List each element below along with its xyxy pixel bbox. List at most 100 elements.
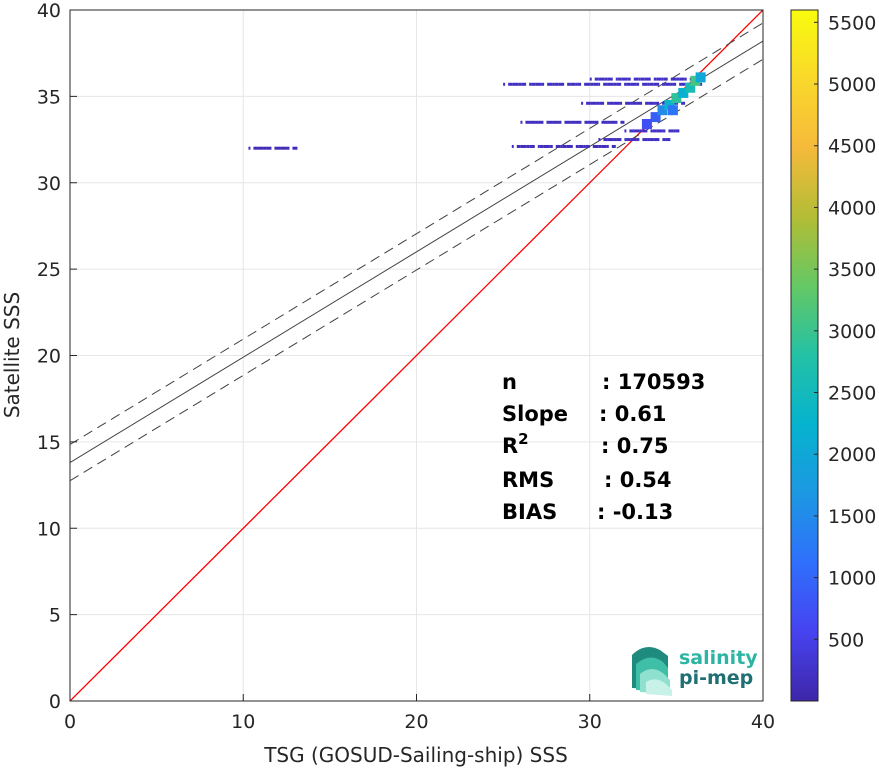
density-streak-cell	[253, 146, 258, 150]
density-streak-cell	[624, 129, 627, 133]
logo-text-pimep: pi-mep	[679, 667, 753, 689]
x-tick-label: 0	[64, 711, 76, 733]
density-streak-cell	[615, 120, 618, 124]
density-streak-cell	[636, 82, 640, 86]
density-streak-cell	[276, 146, 281, 150]
density-streak-cell	[529, 144, 535, 148]
density-streak-cell	[630, 138, 637, 142]
density-streak-cell	[642, 129, 648, 133]
density-streak-cell	[263, 146, 267, 150]
stat-value: : 0.75	[601, 434, 669, 458]
density-streak-cell	[555, 144, 561, 148]
density-cluster-cell	[650, 112, 661, 123]
density-streak-cell	[609, 101, 614, 105]
density-streak-cell	[598, 77, 605, 81]
density-streak-cell	[684, 77, 687, 81]
density-streak-cell	[257, 146, 264, 150]
density-streak-cell	[537, 144, 540, 148]
density-streak-cell	[662, 82, 666, 86]
density-streak-cell	[266, 146, 272, 150]
y-tick-label: 15	[37, 432, 61, 454]
density-streak-cell	[518, 82, 522, 86]
y-tick-label: 10	[37, 518, 61, 540]
density-cluster-cell	[690, 75, 701, 86]
density-streak-cell	[552, 120, 559, 124]
colorbar-tick-label: 3000	[828, 321, 876, 343]
density-streak-cell	[566, 144, 573, 148]
density-streak-cell	[653, 82, 660, 86]
density-streak-cell	[613, 138, 617, 142]
density-streak-cell	[613, 101, 620, 105]
density-streak-cell	[280, 146, 287, 150]
density-streak-cell	[653, 77, 657, 81]
density-cluster-cell	[641, 119, 652, 130]
density-streak-cell	[653, 101, 656, 105]
density-streak-cell	[535, 120, 539, 124]
stat-value: : -0.13	[597, 500, 673, 524]
density-streak-cell	[675, 129, 680, 133]
salinity-pimep-logo: salinity pi-mep	[632, 646, 758, 696]
density-streak-cell	[630, 82, 637, 86]
density-streak-cell	[624, 82, 627, 86]
density-streak-cell	[632, 101, 637, 105]
density-streak-cell	[670, 82, 673, 86]
y-tick-label: 35	[37, 86, 61, 108]
density-cluster-cell	[671, 93, 682, 104]
density-streak-cell	[292, 146, 298, 150]
density-streak-cell	[647, 82, 650, 86]
density-streak-cell	[626, 138, 631, 142]
density-streak-cell	[511, 144, 514, 148]
density-streak-cell	[610, 120, 616, 124]
density-streak-cell	[653, 138, 660, 142]
density-streak-cell	[575, 144, 579, 148]
density-streak-cell	[590, 101, 597, 105]
stat-label: n	[502, 370, 517, 394]
density-streak-cell	[670, 77, 677, 81]
stat-label: BIAS	[502, 500, 557, 524]
density-streak-cell	[575, 120, 582, 124]
density-streak-cell	[603, 138, 608, 142]
density-streak-cell	[616, 138, 622, 142]
density-streak-cell	[606, 144, 609, 148]
density-streak-cell	[581, 101, 584, 105]
density-streak-cell	[607, 82, 614, 86]
density-streak-cell	[541, 82, 545, 86]
density-streak-cell	[598, 82, 601, 86]
density-streak-cell	[656, 129, 663, 133]
density-streak-cell	[630, 101, 633, 105]
colorbar-tick-label: 4500	[828, 136, 876, 158]
density-streak-cell	[665, 82, 671, 86]
density-streak-cell	[626, 82, 631, 86]
density-streak-cell	[548, 120, 553, 124]
density-streak-cell	[248, 146, 251, 150]
density-streak-cell	[286, 146, 290, 150]
density-streak-cell	[529, 82, 532, 86]
density-streak-cell	[529, 120, 536, 124]
density-streak-cell	[543, 144, 550, 148]
density-streak-cell	[620, 120, 625, 124]
density-streak-cell	[648, 101, 654, 105]
density-streak-cell	[577, 82, 582, 86]
x-tick-label: 10	[231, 711, 255, 733]
density-streak-cell	[585, 144, 590, 148]
colorbar-tick-label: 2500	[828, 383, 876, 405]
y-tick-label: 25	[37, 259, 61, 281]
density-streak-cell	[672, 82, 677, 86]
y-axis-label: Satellite SSS	[0, 292, 24, 418]
density-streak-cell	[627, 77, 631, 81]
density-streak-cell	[567, 82, 571, 86]
density-streak-cell	[661, 77, 664, 81]
density-streak-cell	[638, 77, 641, 81]
colorbar-tick-label: 2000	[828, 444, 876, 466]
density-streak-cell	[662, 129, 666, 133]
x-tick-label: 30	[578, 711, 602, 733]
density-streak-cell	[590, 82, 594, 86]
density-streak-cell	[636, 101, 643, 105]
density-streak-cell	[539, 144, 544, 148]
density-streak-cell	[592, 144, 599, 148]
colorbar-tick-label: 500	[828, 629, 864, 651]
density-streak-cell	[611, 144, 616, 148]
density-streak-cell	[681, 101, 686, 105]
density-streak-cell	[521, 82, 527, 86]
